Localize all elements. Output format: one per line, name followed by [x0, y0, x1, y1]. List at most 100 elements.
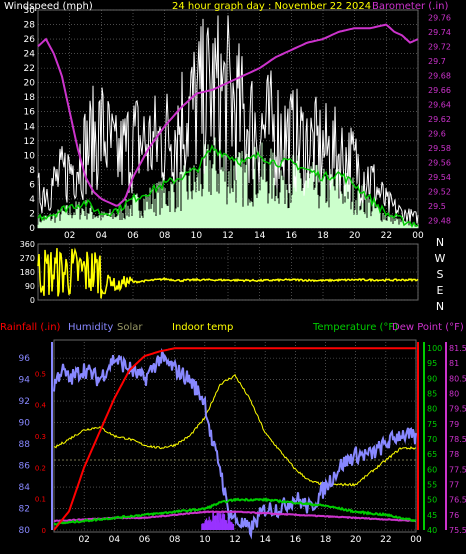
dew-tick-label: 80.5 — [449, 374, 466, 383]
hum-tick-label: 96 — [19, 354, 31, 364]
hour-tick-label: 18 — [320, 535, 332, 545]
dir-tick-label: 90 — [25, 282, 35, 291]
temp-tick-label: 70 — [427, 435, 437, 444]
wind-tick-label: 22 — [24, 64, 35, 74]
rainfall-line — [53, 347, 416, 531]
wind-tick-label: 24 — [24, 50, 36, 60]
indoor-legend: Indoor temp — [172, 322, 233, 333]
wind-direction-line — [37, 247, 419, 299]
hour-tick-label: 06 — [139, 535, 151, 545]
hour-tick-label: 14 — [254, 231, 266, 241]
temp-tick-label: 45 — [427, 511, 437, 520]
wind-tick-label: 14 — [24, 122, 36, 132]
wind-tick-label: 12 — [24, 137, 35, 147]
hum-tick-label: 82 — [19, 505, 30, 515]
wind-tick-label: 6 — [29, 180, 35, 190]
hour-tick-label: 10 — [191, 231, 203, 241]
hour-tick-label: 12 — [222, 231, 233, 241]
hour-tick-label: 22 — [380, 535, 391, 545]
dew-tick-label: 81.5 — [449, 344, 466, 353]
baro-tick-label: 29.62 — [428, 115, 451, 124]
hum-tick-label: 94 — [19, 376, 31, 386]
dir-tick-label: 270 — [20, 254, 35, 263]
baro-tick-label: 29.68 — [428, 71, 451, 80]
wind-tick-label: 4 — [29, 195, 35, 205]
baro-axis-label: Barometer (.in) — [372, 1, 448, 12]
baro-tick-label: 29.58 — [428, 144, 451, 153]
indoor-temp-line — [53, 373, 417, 487]
wind-tick-label: 0 — [29, 224, 35, 234]
temp-hum-panel: Rainfall (.in) Humidity Solar Indoor tem… — [0, 322, 466, 545]
compass-label: N — [436, 236, 444, 249]
temp-tick-label: 40 — [427, 526, 437, 535]
hour-tick-label: 02 — [78, 535, 89, 545]
wind-tick-label: 2 — [29, 209, 35, 219]
hour-tick-label: 14 — [259, 535, 271, 545]
dew-tick-label: 79.5 — [449, 405, 466, 414]
baro-tick-label: 29.76 — [428, 13, 451, 22]
temp-tick-label: 80 — [427, 405, 437, 414]
temp-tick-label: 60 — [427, 465, 437, 474]
baro-tick-label: 29.66 — [428, 86, 451, 95]
dew-legend: Dew Point (°F) — [392, 322, 464, 333]
dew-tick-label: 78 — [449, 450, 459, 459]
temp-tick-label: 50 — [427, 496, 437, 505]
hum-tick-label: 80 — [19, 526, 31, 536]
wind-tick-label: 20 — [24, 79, 36, 89]
temp-legend: Temperature (°F) — [312, 322, 398, 333]
dew-tick-label: 78.5 — [449, 435, 466, 444]
solar-legend: Solar — [117, 322, 143, 333]
rain-tick-label: 0.3 — [35, 433, 46, 441]
baro-line — [37, 23, 419, 207]
wind-tick-label: 26 — [24, 35, 36, 45]
rain-tick-label: 0.2 — [35, 464, 46, 472]
hour-tick-label: 16 — [290, 535, 302, 545]
dew-tick-label: 76.5 — [449, 496, 466, 505]
hour-tick-label: 08 — [169, 535, 181, 545]
temp-tick-label: 75 — [427, 420, 437, 429]
baro-tick-label: 29.74 — [428, 28, 451, 37]
hour-tick-label: 20 — [350, 535, 362, 545]
hum-tick-label: 92 — [19, 397, 30, 407]
hour-tick-label: 22 — [381, 231, 392, 241]
temp-tick-label: 90 — [427, 374, 437, 383]
hour-tick-label: 00 — [410, 535, 422, 545]
hour-tick-label: 18 — [317, 231, 329, 241]
hour-tick-label: 16 — [286, 231, 298, 241]
baro-tick-label: 29.52 — [428, 188, 451, 197]
compass-label: W — [435, 252, 446, 265]
dir-tick-label: 360 — [20, 240, 35, 249]
compass-label: S — [437, 268, 444, 281]
rain-legend: Rainfall (.in) — [0, 322, 61, 333]
baro-tick-label: 29.72 — [428, 42, 451, 51]
hour-tick-label: 00 — [412, 231, 424, 241]
hour-tick-label: 20 — [349, 231, 361, 241]
wind-tick-label: 8 — [29, 166, 35, 176]
temp-tick-label: 65 — [427, 450, 437, 459]
baro-tick-label: 29.5 — [428, 202, 446, 211]
dew-tick-label: 76 — [449, 511, 459, 520]
rain-tick-label: 0 — [42, 527, 46, 535]
wind-tick-label: 18 — [24, 93, 36, 103]
rain-tick-label: 0.1 — [35, 496, 46, 504]
hour-tick-label: 04 — [109, 535, 121, 545]
hour-tick-label: 08 — [159, 231, 171, 241]
wind-baro-panel: Windspeed (mph) 24 hour graph day : Nove… — [4, 1, 451, 241]
dew-tick-label: 79 — [449, 420, 459, 429]
wind-avg-line — [37, 144, 419, 228]
compass-label: E — [437, 284, 444, 297]
dew-tick-label: 75.5 — [449, 526, 466, 535]
hum-tick-label: 84 — [19, 483, 31, 493]
dew-tick-label: 77.5 — [449, 465, 466, 474]
hum-tick-label: 86 — [19, 462, 31, 472]
temp-tick-label: 55 — [427, 481, 437, 490]
compass-label: N — [436, 300, 444, 313]
temperature-line — [53, 497, 417, 526]
wind-tick-label: 16 — [24, 108, 36, 118]
dew-tick-label: 77 — [449, 481, 459, 490]
hum-tick-label: 88 — [19, 440, 31, 450]
baro-tick-label: 29.56 — [428, 159, 451, 168]
temp-tick-label: 100 — [427, 344, 442, 353]
